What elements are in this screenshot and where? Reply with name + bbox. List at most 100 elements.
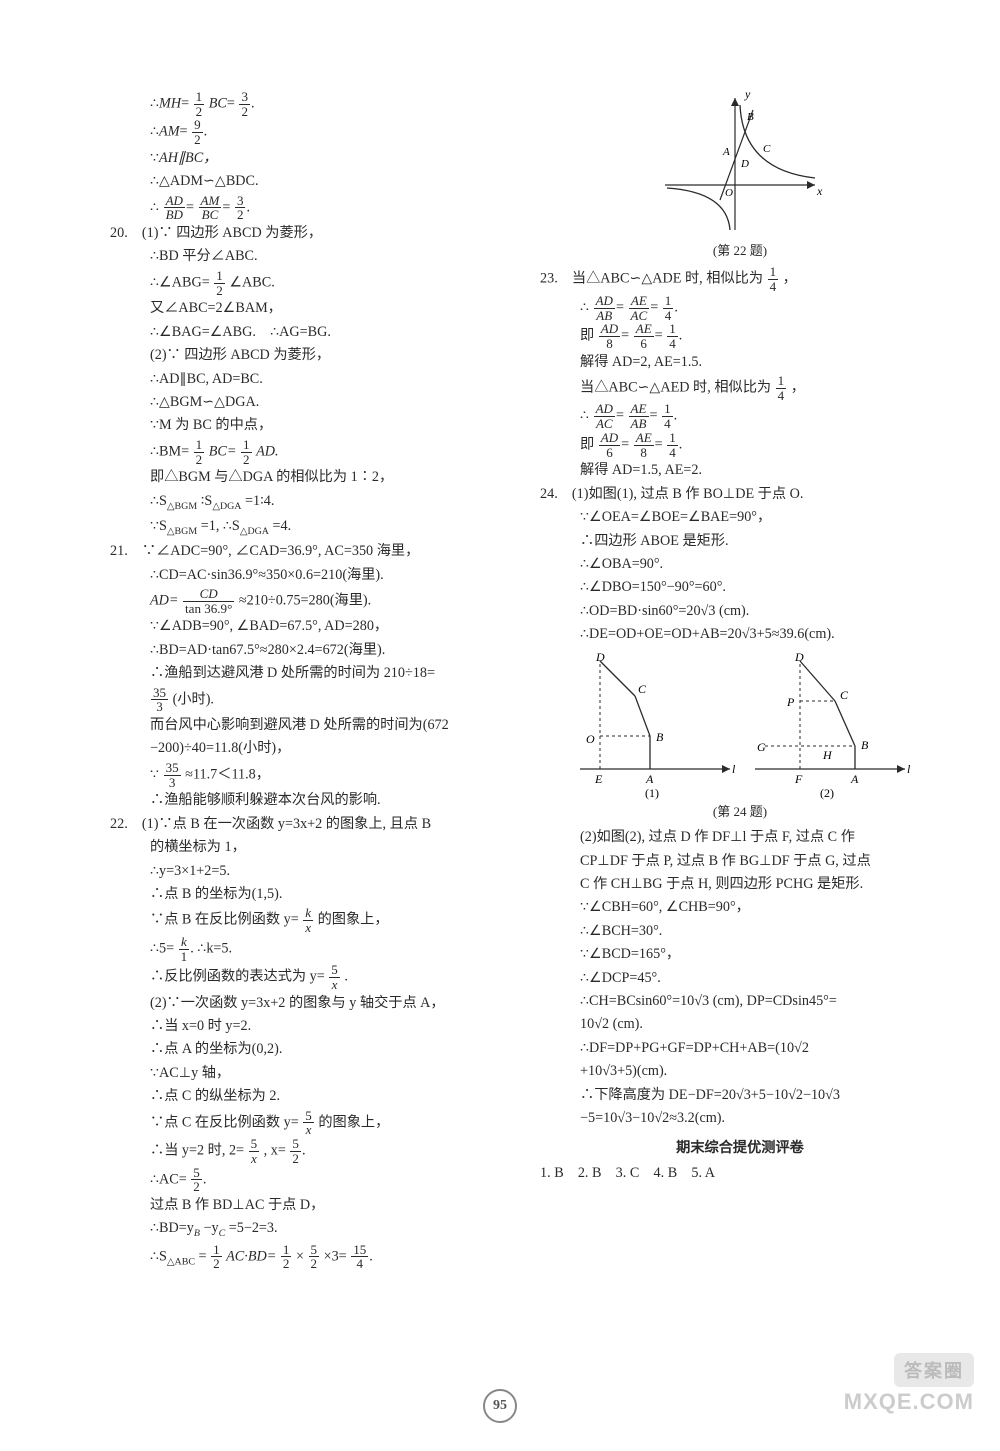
eq-line: 解得 AD=2, AE=1.5.	[540, 351, 940, 374]
q21: 21. ∵∠ADC=90°, ∠CAD=36.9°, AC=350 海里，	[110, 540, 510, 563]
eq-line: +10√3+5)(cm).	[540, 1060, 940, 1083]
eq-line: ∵M 为 BC 的中点，	[110, 414, 510, 437]
eq-line: 即 AD8= AE6= 14.	[540, 322, 940, 350]
eq-line: 的横坐标为 1，	[110, 836, 510, 859]
page-number: 95	[483, 1389, 517, 1423]
svg-text:B: B	[747, 111, 754, 123]
eq-line: ∴点 A 的坐标为(0,2).	[110, 1038, 510, 1061]
eq-line: ∴AD∥BC, AD=BC.	[110, 368, 510, 391]
eq-line: ∵点 C 在反比例函数 y= 5x 的图象上，	[110, 1109, 510, 1137]
q20: 20. (1)∵ 四边形 ABCD 为菱形，	[110, 222, 510, 245]
eq-line: ∵S△BGM =1, ∴S△DGA =4.	[110, 515, 510, 540]
eq-line: ∴S△ABC = 12 AC·BD= 12 × 52 ×3= 154.	[110, 1243, 510, 1271]
svg-text:A: A	[645, 772, 654, 786]
eq-line: ∴当 y=2 时, 2= 5x , x= 52.	[110, 1137, 510, 1165]
eq-line: ∵∠ADB=90°, ∠BAD=67.5°, AD=280，	[110, 615, 510, 638]
eq-line: ∴点 B 的坐标为(1,5).	[110, 883, 510, 906]
svg-text:l: l	[907, 762, 910, 776]
eq-line: ∴DF=DP+PG+GF=DP+CH+AB=(10√2	[540, 1037, 940, 1060]
q24: 24. (1)如图(1), 过点 B 作 BO⊥DE 于点 O.	[540, 483, 940, 506]
eq-line: ∴y=3×1+2=5.	[110, 860, 510, 883]
eq-line: AD= CDtan 36.9° ≈210÷0.75=280(海里).	[110, 587, 510, 615]
section-heading: 期末综合提优测评卷	[540, 1137, 940, 1160]
answer-row: 1. B 2. B 3. C 4. B 5. A	[540, 1162, 940, 1185]
eq-line: ∴5= k1. ∴k=5.	[110, 935, 510, 963]
eq-line: ∴渔船能够顺利躲避本次台风的影响.	[110, 789, 510, 812]
svg-text:D: D	[794, 651, 804, 664]
svg-text:E: E	[594, 772, 603, 786]
figure-22: y x O A B C D (第 22 题)	[540, 90, 940, 261]
eq-line: ∵AC⊥y 轴，	[110, 1062, 510, 1085]
eq-line: (2)如图(2), 过点 D 作 DF⊥l 于点 F, 过点 C 作	[540, 826, 940, 849]
svg-text:D: D	[740, 158, 749, 170]
svg-text:O: O	[586, 732, 595, 746]
svg-text:H: H	[822, 748, 833, 762]
q22: 22. (1)∵点 B 在一次函数 y=3x+2 的图象上, 且点 B	[110, 813, 510, 836]
eq-line: ∴CD=AC·sin36.9°≈350×0.6=210(海里).	[110, 564, 510, 587]
svg-text:C: C	[840, 688, 849, 702]
eq-line: ∴下降高度为 DE−DF=20√3+5−10√2−10√3	[540, 1084, 940, 1107]
eq-line: ∴∠DBO=150°−90°=60°.	[540, 576, 940, 599]
eq-line: ∴ ADAB= AEAC= 14.	[540, 294, 940, 322]
eq-line: 过点 B 作 BD⊥AC 于点 D，	[110, 1194, 510, 1217]
eq-line: ∴△ADM∽△BDC.	[110, 170, 510, 193]
eq-line: ∴BD=yB −yC =5−2=3.	[110, 1217, 510, 1242]
eq-line: ∴点 C 的纵坐标为 2.	[110, 1085, 510, 1108]
eq-line: ∴CH=BCsin60°=10√3 (cm), DP=CDsin45°=	[540, 990, 940, 1013]
eq-line: 10√2 (cm).	[540, 1013, 940, 1036]
eq-line: ∴BD 平分∠ABC.	[110, 245, 510, 268]
eq-line: ∴AM= 92.	[110, 118, 510, 146]
svg-text:y: y	[744, 90, 751, 101]
eq-line: 353 (小时).	[110, 686, 510, 714]
eq-line: ∴渔船到达避风港 D 处所需的时间为 210÷18=	[110, 662, 510, 685]
eq-line: 即△BGM 与△DGA 的相似比为 1∶2，	[110, 466, 510, 489]
eq-line: 当△ABC∽△AED 时, 相似比为 14 ，	[540, 374, 940, 402]
watermark-url: MXQE.COM	[844, 1389, 974, 1415]
figure-caption: (第 24 题)	[540, 801, 940, 822]
eq-line: (2)∵ 四边形 ABCD 为菱形，	[110, 344, 510, 367]
svg-text:O: O	[725, 187, 733, 199]
eq-line: ∵ 353 ≈11.7＜11.8，	[110, 761, 510, 789]
eq-line: ∵点 B 在反比例函数 y= kx 的图象上，	[110, 906, 510, 934]
eq-line: ∴BM= 12 BC= 12 AD.	[110, 438, 510, 466]
figure-24: D C B O E A l (1) D C P B G	[540, 651, 940, 822]
eq-line: ∴△BGM∽△DGA.	[110, 391, 510, 414]
page-content: ∴MH= 12 BC= 32. ∴AM= 92. ∵AH∥BC， ∴△ADM∽△…	[0, 0, 1000, 1320]
svg-text:A: A	[722, 146, 730, 158]
eq-line: ∵∠CBH=60°, ∠CHB=90°，	[540, 896, 940, 919]
eq-line: ∴∠DCP=45°.	[540, 967, 940, 990]
svg-text:A: A	[850, 772, 859, 786]
eq-line: ∴ ADBD= AMBC= 32.	[110, 194, 510, 222]
eq-line: CP⊥DF 于点 P, 过点 B 作 BG⊥DF 于点 G, 过点	[540, 850, 940, 873]
eq-line: ∴BD=AD·tan67.5°≈280×2.4=672(海里).	[110, 639, 510, 662]
eq-line: ∴OD=BD·sin60°=20√3 (cm).	[540, 600, 940, 623]
watermark-text: 答案圈	[894, 1353, 974, 1387]
eq-line: ∵∠BCD=165°，	[540, 943, 940, 966]
svg-text:C: C	[638, 682, 647, 696]
watermark: 答案圈 MXQE.COM	[844, 1353, 974, 1415]
eq-line: 又∠ABC=2∠BAM，	[110, 297, 510, 320]
eq-line: ∴∠ABG= 12 ∠ABC.	[110, 269, 510, 297]
eq-line: ∵AH∥BC，	[110, 147, 510, 170]
eq-line: ∴AC= 52.	[110, 1166, 510, 1194]
eq-line: ∴∠BAG=∠ABG. ∴AG=BG.	[110, 321, 510, 344]
eq-line: ∴当 x=0 时 y=2.	[110, 1015, 510, 1038]
svg-text:P: P	[786, 695, 795, 709]
eq-line: ∴DE=OD+OE=OD+AB=20√3+5≈39.6(cm).	[540, 623, 940, 646]
svg-text:(2): (2)	[820, 786, 834, 800]
eq-line: ∴MH= 12 BC= 32.	[110, 90, 510, 118]
eq-line: ∴反比例函数的表达式为 y= 5x .	[110, 963, 510, 991]
svg-text:D: D	[595, 651, 605, 664]
figure-caption: (第 22 题)	[540, 240, 940, 261]
svg-text:G: G	[757, 740, 766, 754]
eq-line: −5=10√3−10√2≈3.2(cm).	[540, 1107, 940, 1130]
svg-text:x: x	[816, 184, 823, 198]
eq-line: 解得 AD=1.5, AE=2.	[540, 459, 940, 482]
svg-text:l: l	[732, 762, 736, 776]
eq-line: ∴四边形 ABOE 是矩形.	[540, 530, 940, 553]
svg-text:B: B	[656, 730, 664, 744]
svg-text:B: B	[861, 738, 869, 752]
eq-line: −200)÷40=11.8(小时)，	[110, 737, 510, 760]
svg-text:(1): (1)	[645, 786, 659, 800]
eq-line: ∴∠BCH=30°.	[540, 920, 940, 943]
